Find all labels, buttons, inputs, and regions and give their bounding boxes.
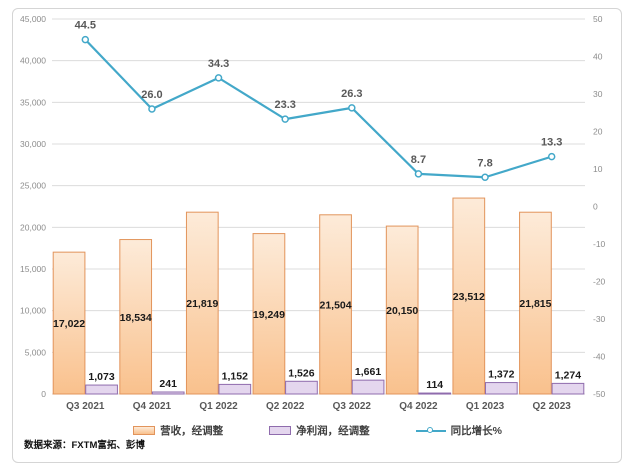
growth-point-marker: [348, 104, 356, 112]
profit-value-label: 1,661: [355, 366, 381, 378]
right-axis-tick-label: 10: [593, 164, 603, 174]
profit-value-label: 1,274: [555, 369, 581, 381]
growth-line-swatch-icon: [415, 426, 446, 435]
revenue-bar: [519, 211, 552, 395]
left-axis-tick-label: 40,000: [20, 56, 46, 66]
revenue-value-label: 19,249: [253, 309, 285, 321]
profit-bar-swatch-icon: [269, 426, 292, 435]
revenue-bar: [119, 239, 153, 395]
profit-value-label: 1,152: [222, 370, 248, 382]
legend-item-growth: 同比增长%: [415, 423, 502, 438]
category-label: Q4 2021: [133, 401, 172, 412]
left-axis-tick-label: 25,000: [20, 181, 46, 191]
revenue-value-label: 23,512: [453, 291, 485, 303]
legend-label-revenue: 营收，经调整: [160, 425, 224, 437]
growth-value-label: 7.8: [477, 157, 492, 169]
growth-value-label: 34.3: [208, 58, 229, 70]
revenue-value-label: 21,504: [319, 299, 351, 311]
legend-label-growth: 同比增长%: [450, 425, 502, 437]
profit-bar: [218, 383, 252, 395]
left-axis-tick-label: 15,000: [20, 264, 46, 274]
profit-value-label: 1,073: [88, 371, 114, 383]
growth-point-marker: [81, 35, 90, 44]
profit-value-label: 1,526: [288, 367, 314, 379]
legend-item-profit: 净利润，经调整: [269, 423, 370, 438]
growth-point-marker: [281, 115, 289, 123]
data-source-note: 数据来源：FXTM富拓、彭博: [24, 440, 145, 451]
revenue-bar-swatch-icon: [133, 426, 156, 435]
revenue-bar: [452, 197, 486, 395]
category-label: Q2 2023: [533, 401, 572, 412]
chart-legend: 营收，经调整 净利润，经调整 同比增长%: [0, 423, 635, 438]
category-label: Q1 2022: [199, 401, 238, 412]
right-axis-tick-label: 40: [593, 52, 603, 62]
right-axis-tick-label: -50: [593, 389, 606, 399]
right-axis-tick-label: -20: [593, 277, 606, 287]
revenue-bar: [52, 251, 86, 395]
revenue-value-label: 17,022: [53, 318, 85, 330]
right-axis-tick-label: -30: [593, 314, 606, 324]
right-axis-tick-label: -40: [593, 352, 606, 362]
profit-bar: [285, 380, 318, 395]
growth-value-label: 8.7: [411, 154, 426, 166]
right-axis-tick-label: 20: [593, 127, 603, 137]
growth-line: [84, 38, 553, 179]
right-axis-tick-label: 50: [593, 14, 603, 24]
revenue-value-label: 21,819: [186, 298, 218, 310]
category-label: Q3 2021: [66, 401, 105, 412]
revenue-bar: [185, 211, 219, 395]
category-label: Q3 2022: [333, 401, 372, 412]
right-axis-tick-label: 0: [593, 202, 598, 212]
left-axis-tick-label: 10,000: [20, 306, 46, 316]
profit-bar: [484, 382, 518, 395]
left-axis-tick-label: 45,000: [20, 14, 46, 24]
category-label: Q1 2023: [466, 401, 505, 412]
right-axis-tick-label: -10: [593, 239, 606, 249]
category-label: Q2 2022: [266, 401, 305, 412]
growth-point-marker: [481, 173, 489, 181]
left-axis-tick-label: 5,000: [25, 347, 47, 357]
profit-bar: [85, 384, 118, 395]
growth-value-label: 13.3: [541, 137, 562, 149]
revenue-value-label: 21,815: [519, 298, 551, 310]
left-axis-tick-label: 20,000: [20, 222, 46, 232]
profit-value-label: 241: [159, 378, 177, 390]
growth-value-label: 44.5: [75, 20, 96, 32]
growth-value-label: 23.3: [274, 99, 295, 111]
revenue-bar: [385, 225, 419, 395]
growth-point-marker: [414, 170, 423, 178]
left-axis-tick-label: 35,000: [20, 97, 46, 107]
legend-label-profit: 净利润，经调整: [296, 425, 370, 437]
right-axis-tick-label: 30: [593, 89, 603, 99]
left-axis-tick-label: 0: [41, 389, 46, 399]
legend-item-revenue: 营收，经调整: [133, 423, 223, 438]
profit-bar: [151, 391, 185, 395]
profit-bar: [351, 379, 385, 395]
growth-point-marker: [214, 74, 223, 82]
profit-value-label: 1,372: [488, 369, 514, 381]
revenue-value-label: 20,150: [386, 305, 418, 317]
growth-point-marker: [547, 152, 556, 161]
revenue-bar: [319, 214, 352, 395]
revenue-bar: [252, 233, 286, 395]
growth-value-label: 26.0: [141, 89, 162, 101]
growth-point-marker: [148, 105, 156, 113]
profit-bar: [551, 382, 585, 395]
profit-value-label: 114: [426, 379, 443, 391]
category-label: Q4 2022: [399, 401, 438, 412]
profit-bar: [418, 392, 452, 395]
revenue-value-label: 18,534: [120, 312, 152, 324]
left-axis-tick-label: 30,000: [20, 139, 46, 149]
growth-value-label: 26.3: [341, 88, 362, 100]
